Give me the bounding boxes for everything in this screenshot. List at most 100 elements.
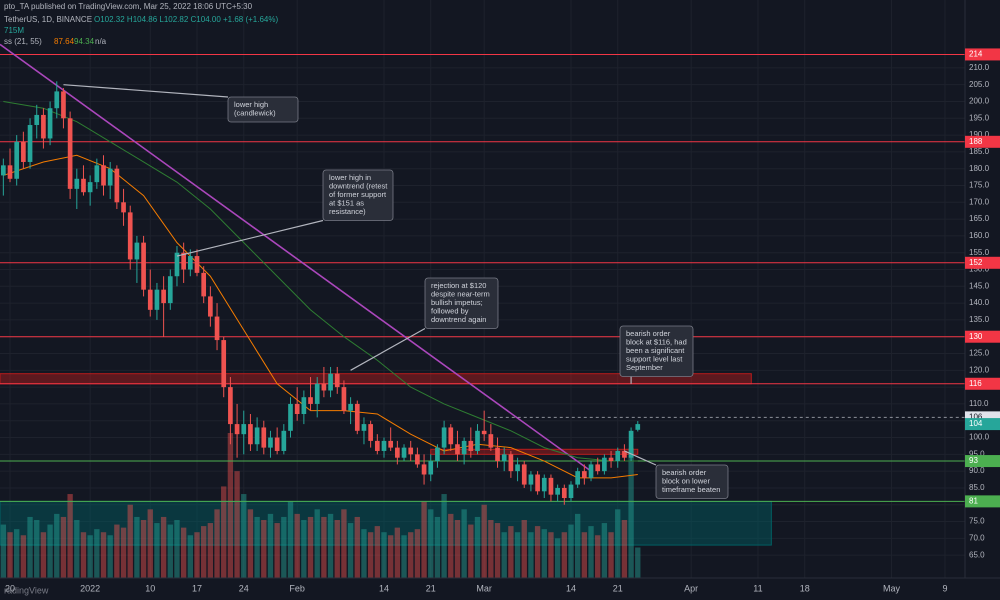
volume-bar	[80, 532, 87, 578]
y-tick-label: 110.0	[969, 399, 989, 408]
candle-body	[622, 450, 627, 458]
volume-bar	[454, 520, 461, 578]
y-tick-label: 190.0	[969, 130, 990, 139]
callout-box	[227, 96, 299, 123]
volume-bar	[327, 513, 334, 578]
volume-bar	[461, 509, 467, 578]
volume-bar	[14, 529, 20, 578]
candle-body	[114, 168, 120, 203]
y-tick-label: 165.0	[969, 214, 990, 223]
candle-body	[21, 141, 26, 162]
volume-bar	[254, 516, 260, 578]
volume-bar	[568, 524, 574, 578]
volume-line: 715M	[4, 26, 24, 35]
volume-bar	[381, 532, 387, 578]
candle-body	[555, 487, 560, 495]
candle-body	[341, 387, 347, 411]
volume-bar	[140, 520, 147, 578]
callout-box	[619, 325, 694, 377]
volume-bar	[408, 532, 414, 578]
volume-bar	[174, 520, 180, 578]
level-label: 188	[969, 137, 983, 146]
publisher-line: pto_TA published on TradingView.com, Mar…	[4, 2, 253, 11]
candle-body	[308, 397, 313, 404]
candle-body	[535, 474, 540, 492]
candle-body	[448, 427, 454, 445]
candle-body	[67, 118, 73, 189]
zone	[0, 500, 772, 546]
level-label: 130	[969, 332, 983, 341]
y-tick-label: 100.0	[969, 433, 990, 442]
candle-body	[635, 424, 641, 430]
y-tick-label: 205.0	[969, 80, 990, 89]
callout-text: resistance)	[329, 207, 366, 216]
x-tick-label: 17	[192, 583, 202, 593]
volume-bar	[621, 520, 628, 578]
volume-bar	[474, 516, 481, 578]
volume-bar	[628, 448, 634, 578]
volume-bar	[207, 523, 214, 578]
candle-body	[481, 430, 487, 435]
candle-body	[187, 256, 193, 270]
y-tick-label: 75.0	[969, 517, 985, 526]
candle-body	[1, 165, 6, 176]
candle-body	[141, 242, 146, 290]
callout-text: bearish order	[662, 468, 707, 477]
volume-bar	[267, 513, 274, 578]
volume-bar	[534, 526, 541, 578]
candle-body	[348, 403, 353, 411]
y-tick-label: 65.0	[969, 550, 985, 559]
volume-bar	[441, 494, 447, 578]
candle-body	[107, 168, 113, 186]
candle-body	[41, 114, 46, 139]
volume-bar	[120, 527, 127, 578]
y-tick-label: 145.0	[969, 281, 990, 290]
candle-body	[248, 424, 253, 445]
volume-bar	[281, 516, 287, 578]
volume-bar	[201, 526, 207, 578]
indicator-name: ss (21, 55)	[4, 37, 42, 46]
y-tick-label: 70.0	[969, 533, 985, 542]
callout-text: been a significant	[626, 346, 685, 355]
candle-body	[274, 437, 280, 451]
candle-body	[167, 276, 173, 304]
candle-body	[27, 125, 33, 162]
volume-bar	[421, 501, 427, 578]
volume-bar	[47, 524, 53, 578]
ohlc-line: O102.32 H104.86 L102.82 C104.00 +1.68 (+…	[94, 15, 278, 24]
volume-bar	[0, 524, 7, 578]
y-tick-label: 95.0	[969, 449, 985, 458]
candle-body	[127, 212, 133, 260]
volume-bar	[87, 535, 93, 578]
candle-body	[508, 454, 514, 472]
volume-bar	[147, 509, 153, 578]
x-tick-label: 14	[566, 583, 576, 593]
volume-bar	[127, 504, 133, 578]
logo: radingView	[4, 585, 49, 595]
candle-body	[321, 383, 327, 391]
candle-body	[268, 437, 273, 448]
x-tick-label: Mar	[476, 583, 492, 593]
candle-body	[161, 289, 166, 304]
callout-arrow	[624, 450, 657, 466]
candle-body	[381, 440, 387, 451]
volume-bar	[554, 538, 561, 578]
volume-bar	[67, 494, 73, 578]
y-tick-label: 200.0	[969, 97, 990, 106]
callout-text: downtrend (retest	[329, 181, 388, 190]
callout-text: despite near-term	[431, 289, 490, 298]
volume-bar	[60, 516, 67, 578]
x-tick-label: Apr	[684, 583, 698, 593]
level-badge	[965, 455, 1000, 468]
candle-body	[521, 464, 527, 485]
candle-body	[94, 165, 100, 183]
candle-body	[401, 447, 407, 458]
volume-bar	[574, 513, 581, 578]
candle-body	[254, 427, 260, 445]
level-badge	[965, 256, 1000, 269]
volume-bar	[388, 535, 394, 578]
volume-bar	[561, 532, 567, 578]
callout-box	[655, 464, 729, 499]
level-badge	[965, 48, 1000, 61]
